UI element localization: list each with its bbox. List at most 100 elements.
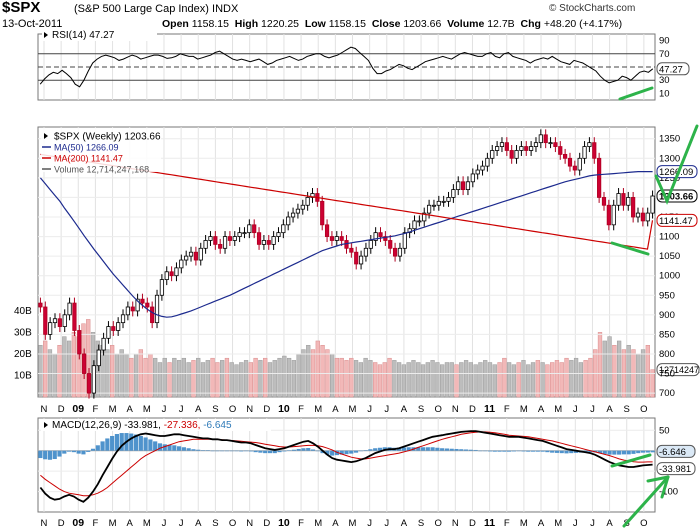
volume-bar [444, 362, 450, 398]
macd-histogram-bar [119, 433, 124, 451]
price-candle [140, 298, 145, 304]
macd-x-tick-label: F [504, 518, 510, 529]
price-last-value: 1203.66 [659, 192, 693, 203]
volume-bar [277, 357, 282, 398]
macd-histogram-bar [507, 450, 512, 452]
volume-bar [463, 360, 469, 398]
volume-bar [425, 362, 430, 398]
macd-line [39, 430, 653, 503]
macd-x-tick-label: 10 [278, 517, 290, 529]
volume-bar [191, 360, 196, 398]
volume-bar [492, 364, 497, 398]
price-candle [577, 157, 582, 171]
price-last-value: 1141.47 [659, 216, 693, 227]
macd-x-tick-label: S [212, 518, 218, 529]
macd-histogram-bar [449, 448, 454, 451]
volume-bar [315, 340, 320, 398]
volume-bar [157, 362, 163, 398]
price-candle [538, 134, 543, 144]
price-candle [422, 212, 427, 222]
macd-histogram-bar [186, 448, 191, 451]
volume-y-tick-label: 30B [14, 327, 32, 338]
macd-y-tick-label: 50 [659, 425, 670, 436]
macd-histogram-bar [521, 450, 526, 452]
macd-histogram-bar [229, 450, 234, 452]
macd-last-value-tag [656, 462, 696, 476]
price-last-value: 1266.09 [659, 167, 693, 178]
price-candle [509, 150, 514, 159]
macd-y-tick-label: -100 [659, 487, 678, 498]
macd-histogram-bar [550, 450, 555, 453]
price-candle [441, 200, 446, 203]
macd-x-tick-label: M [520, 518, 528, 529]
volume-bar [186, 362, 191, 398]
macd-last-value: -33.981 [659, 464, 691, 475]
volume-bar [153, 357, 158, 398]
volume-bar [129, 357, 134, 398]
price-candle [378, 232, 383, 237]
high-value: 1220.25 [261, 18, 300, 30]
volume-bar [545, 364, 550, 398]
price-x-tick-label: A [127, 404, 134, 415]
price-candle [57, 318, 62, 327]
macd-x-tick-label: J [179, 518, 184, 529]
volume-last-value: 12714247168 [659, 365, 700, 375]
macd-histogram-bar [602, 450, 607, 454]
symbol-title: $SPX [2, 0, 41, 16]
volume-bar [583, 360, 588, 398]
rsi-legend: RSI(14) 47.27 [52, 30, 115, 41]
price-candle [324, 224, 330, 237]
volume-bar [588, 357, 593, 398]
macd-x-tick-label: O [434, 518, 441, 529]
price-candle [563, 153, 568, 159]
volume-bar [62, 336, 67, 398]
rsi-last-value: 47.27 [659, 64, 683, 75]
price-candle [106, 326, 111, 339]
price-candle [480, 165, 485, 171]
price-x-tick-label: 09 [72, 403, 84, 415]
price-x-tick-label: F [504, 404, 510, 415]
volume-bar [392, 360, 397, 398]
price-candle [504, 142, 509, 151]
volume-bar [176, 360, 182, 398]
macd-x-tick-label: M [314, 518, 322, 529]
volume-bar [373, 362, 378, 398]
volume-bar [535, 360, 540, 398]
macd-histogram-bar [373, 448, 378, 451]
price-candle [490, 150, 495, 159]
macd-last-value: -6.646 [659, 447, 686, 458]
macd-histogram-bar [315, 450, 320, 452]
macd-x-tick-label: M [143, 518, 151, 529]
volume-bar [406, 362, 411, 398]
macd-histogram-bar [382, 447, 387, 451]
macd-histogram-bar [133, 434, 139, 451]
macd-histogram-bar [588, 450, 593, 453]
macd-x-tick-label: J [162, 518, 167, 529]
macd-histogram-bar [287, 450, 292, 451]
price-x-tick-label: A [401, 404, 408, 415]
price-candle [227, 236, 233, 241]
price-candle [640, 212, 645, 222]
macd-histogram-bar [253, 450, 258, 453]
price-x-tick-label: M [520, 404, 528, 415]
macd-histogram-bar [492, 450, 497, 452]
price-x-tick-label: 11 [484, 403, 495, 415]
rsi-last-value-tag [656, 62, 690, 76]
macd-histogram-bar [62, 450, 67, 454]
price-x-tick-label: M [143, 404, 151, 415]
macd-x-tick-label: A [332, 518, 339, 529]
volume-bar [506, 362, 512, 398]
macd-histogram-bar [224, 450, 230, 452]
macd-x-tick-label: M [109, 518, 117, 529]
ohlc-summary: Open 1158.15 High 1220.25 Low 1158.15 Cl… [162, 18, 622, 30]
price-candle [383, 236, 388, 241]
price-x-tick-label: N [246, 404, 253, 415]
volume-bar [253, 357, 258, 398]
price-y-tick-label: 850 [659, 329, 675, 340]
macd-legend-bg [41, 419, 271, 431]
macd-histogram-bar [277, 450, 282, 453]
high-label: High [234, 18, 259, 30]
symbol-description: (S&P 500 Large Cap Index) INDX [74, 3, 238, 15]
macd-histogram-bar [631, 450, 636, 454]
volume-bar [172, 357, 177, 398]
